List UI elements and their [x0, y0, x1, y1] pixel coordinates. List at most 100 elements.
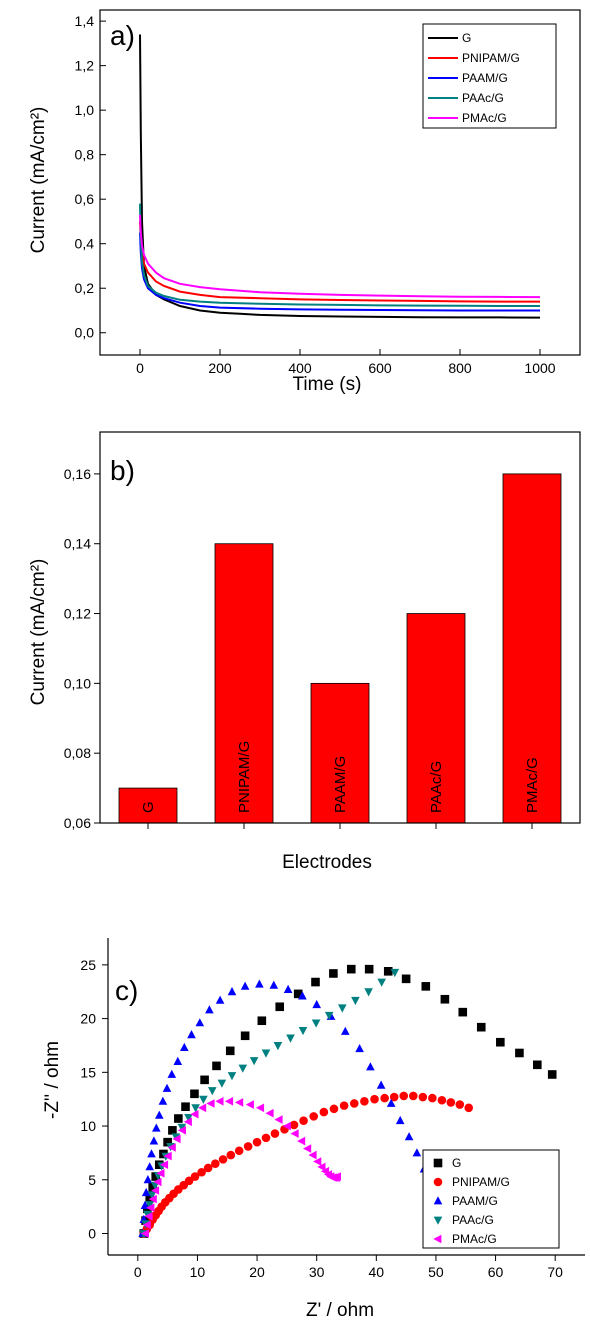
data-point [428, 1093, 437, 1103]
data-point [313, 1157, 322, 1166]
data-point [366, 1062, 375, 1071]
data-point [339, 1101, 349, 1110]
data-point [180, 1042, 189, 1051]
panel-b-x-axis-label: Electrodes [282, 852, 372, 873]
y-tick-label: 25 [80, 957, 96, 973]
data-point [286, 1034, 295, 1043]
x-tick-label: 0 [134, 1264, 142, 1280]
data-point [215, 1097, 224, 1106]
data-point [173, 1056, 183, 1065]
y-tick-label: 0,8 [75, 147, 95, 163]
data-point [163, 1137, 172, 1147]
data-point [332, 1172, 341, 1181]
data-point [156, 1169, 165, 1178]
data-point [376, 1080, 386, 1089]
series-line-pnipam-g [139, 221, 540, 303]
data-point [349, 1099, 359, 1108]
panel-c-legend: G PNIPAM/G PAAM/G PAAc/G PMAc/G [422, 1149, 560, 1249]
legend-label: PAAc/G [462, 91, 504, 105]
data-point [195, 1018, 205, 1027]
data-point [298, 991, 307, 1000]
y-tick-label: 1,2 [75, 58, 95, 74]
data-point [351, 996, 360, 1006]
data-point [255, 1103, 265, 1113]
data-point [184, 1176, 194, 1186]
data-point [199, 1095, 208, 1104]
panel-c-y-axis-label: -Z'' / ohm [42, 1041, 63, 1119]
x-tick-label: 20 [249, 1264, 265, 1280]
data-point [184, 1114, 193, 1123]
panel-a-letter: a) [110, 20, 135, 51]
data-point [547, 1070, 557, 1079]
panel-a-plot-area: 0 200 400 600 800 1000 0,0 0,2 0,4 0,6 0,8 1,0 1,2 1,… [75, 9, 581, 376]
data-point [265, 1108, 274, 1118]
data-point [238, 1064, 248, 1073]
panel-c-x-axis-label: Z' / ohm [306, 1300, 374, 1321]
data-point [148, 1183, 158, 1192]
data-point [289, 1120, 299, 1130]
data-point [240, 981, 250, 990]
data-point [151, 1172, 160, 1181]
x-tick-label: 800 [448, 360, 472, 376]
data-point [255, 979, 264, 988]
data-point [177, 1126, 186, 1135]
x-tick-label: 10 [190, 1264, 206, 1280]
data-point [341, 1026, 350, 1035]
data-point [298, 1027, 308, 1036]
bar-pmac-g [502, 473, 562, 824]
panel-a-y-axis-label: Current (mA/cm²) [28, 107, 49, 254]
data-point [140, 1229, 149, 1238]
y-tick-label: 0,12 [64, 606, 91, 622]
data-point [243, 1142, 253, 1151]
data-point [440, 994, 450, 1004]
data-point [227, 987, 237, 996]
data-point [203, 1163, 213, 1173]
data-point [190, 1089, 199, 1099]
data-point [224, 1097, 234, 1106]
panel-a-line-chart: a) 0 200 400 600 800 1000 0,0 0,2 0,4 0,6 0,8 1,0 1,… [28, 9, 581, 395]
y-tick-label: 0,16 [64, 466, 91, 482]
data-point [496, 1037, 505, 1047]
data-point [282, 1121, 291, 1131]
data-point [252, 1137, 262, 1147]
legend-label: G [452, 1156, 461, 1170]
data-point [140, 1200, 150, 1209]
bar-g [118, 787, 178, 824]
panel-a-x-axis-label: Time (s) [293, 374, 362, 395]
y-tick-label: 0,4 [75, 236, 95, 252]
data-point [412, 1148, 422, 1157]
bar-paac-g [406, 613, 466, 824]
data-point [533, 1060, 542, 1070]
data-point [234, 1146, 244, 1156]
data-point [141, 1187, 151, 1197]
legend-label: PMAc/G [462, 111, 507, 125]
y-tick-label: 0 [88, 1226, 96, 1242]
legend-marker [433, 1216, 443, 1225]
data-point [346, 964, 356, 974]
x-tick-label: 0 [136, 360, 144, 376]
data-point [205, 1005, 214, 1014]
data-point [217, 1079, 227, 1088]
data-point [163, 1151, 172, 1161]
data-point [151, 1186, 160, 1195]
legend-label: PAAM/G [462, 71, 508, 85]
y-tick-label: 1,0 [75, 102, 95, 118]
data-point [174, 1114, 183, 1123]
data-point [380, 1093, 389, 1103]
data-point [458, 1007, 468, 1017]
data-point [476, 1022, 486, 1032]
y-tick-label: 10 [80, 1118, 96, 1134]
legend-label: PAAc/G [452, 1213, 494, 1227]
data-point [212, 1061, 221, 1071]
legend-label: PAAM/G [452, 1194, 498, 1208]
data-point [338, 1004, 347, 1013]
data-point [311, 1019, 321, 1028]
data-point [297, 1136, 306, 1146]
data-point [197, 1167, 206, 1177]
panel-c-letter: c) [115, 975, 138, 1006]
legend-label: PNIPAM/G [452, 1175, 510, 1189]
y-tick-label: 5 [88, 1172, 96, 1188]
data-point [386, 1098, 396, 1107]
series-paac-g [139, 968, 400, 1239]
data-point [404, 1132, 414, 1141]
